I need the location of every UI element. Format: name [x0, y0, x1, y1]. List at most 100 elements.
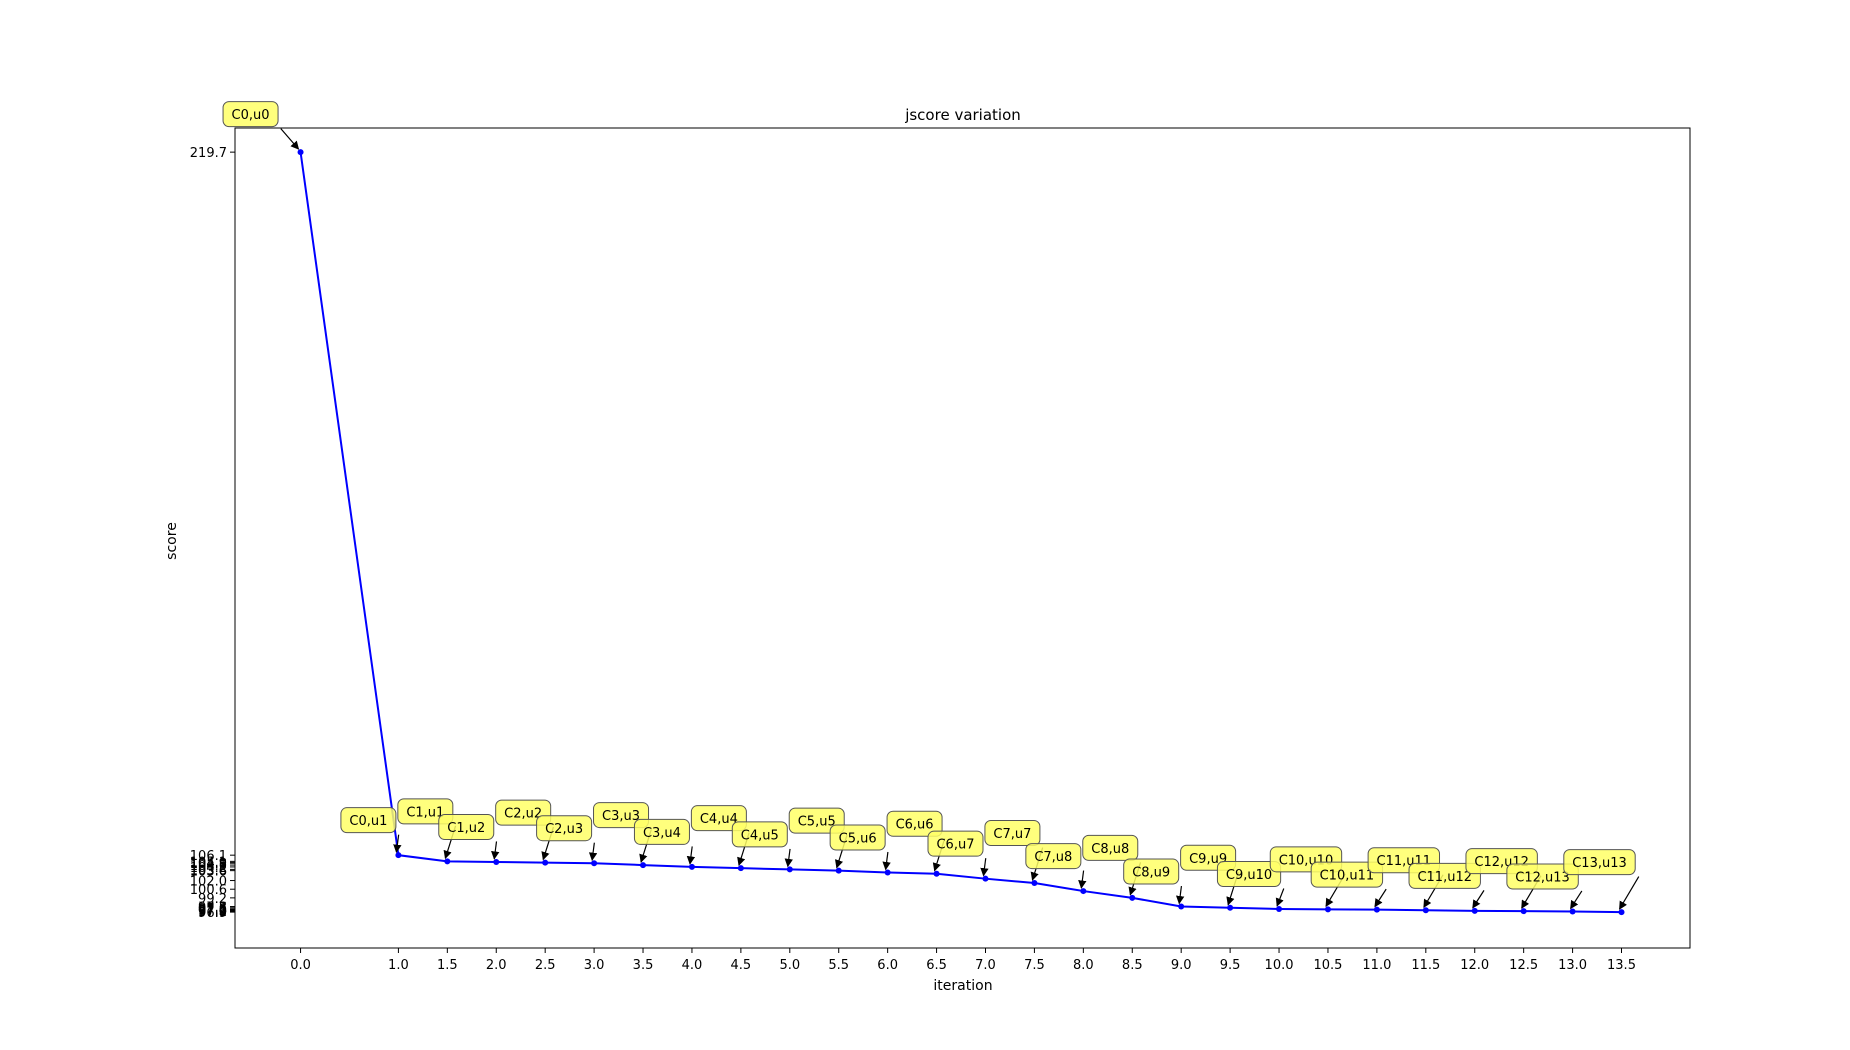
annotation-arrow [1472, 890, 1485, 909]
data-point [1618, 909, 1625, 916]
data-point [1471, 907, 1478, 914]
annotation-label: C7,u8 [1034, 850, 1072, 865]
data-point [1276, 906, 1283, 913]
annotation-box [593, 802, 650, 829]
annotation-box [690, 805, 747, 832]
annotation-label: C4,u4 [700, 812, 738, 827]
y-tick-label: 103.6 [190, 865, 227, 880]
y-axis-ticks: 219.7 106.1105.1104.9104.8104.5104.2103.8… [190, 146, 235, 921]
y-tick-label: 97.4 [198, 903, 227, 918]
data-point [1373, 906, 1380, 913]
x-tick-label: 7.5 [1024, 958, 1045, 973]
annotation-arrow [784, 848, 793, 868]
data-point [1178, 903, 1185, 910]
annotation-box [1123, 858, 1180, 885]
y-tick-label: 104.9 [190, 857, 227, 872]
x-tick-label: 1.0 [388, 958, 409, 973]
annotation-label: C9,u10 [1226, 868, 1272, 883]
y-tick-label: 100.6 [190, 883, 227, 898]
annotation-label: C10,u11 [1320, 869, 1375, 884]
annotation-label: C6,u7 [936, 838, 974, 853]
data-point [1422, 907, 1429, 914]
x-tick-label: 3.0 [584, 958, 605, 973]
y-tick-label: 103.8 [190, 863, 227, 878]
x-tick-label: 2.0 [486, 958, 507, 973]
y-tick-label: 104.8 [190, 857, 227, 872]
data-point [1080, 888, 1087, 895]
y-tick-label: 97.6 [198, 902, 227, 917]
annotation-label: C7,u7 [993, 827, 1031, 842]
annotation-box [340, 807, 397, 834]
data-point [1520, 908, 1527, 915]
annotation-box [222, 101, 279, 128]
annotation-label: C8,u9 [1132, 866, 1170, 881]
x-tick-label: 12.5 [1509, 958, 1538, 973]
y-tick-label: 97.0 [198, 905, 227, 920]
annotation-box [438, 813, 495, 840]
y-tick-label: 97.8 [198, 901, 227, 916]
annotation-label: C13,u13 [1572, 856, 1627, 871]
x-tick-label: 11.0 [1362, 958, 1391, 973]
annotation-label: C3,u4 [643, 826, 681, 841]
annotation-label: C4,u5 [741, 828, 779, 843]
x-tick-label: 5.0 [779, 958, 800, 973]
data-point [297, 149, 304, 156]
x-tick-label: 10.5 [1313, 958, 1342, 973]
annotation-arrow [280, 128, 300, 150]
annotation-box [927, 830, 984, 857]
x-tick-label: 6.5 [926, 958, 947, 973]
data-point [640, 862, 647, 869]
annotation-label: C2,u3 [545, 822, 583, 837]
y-tick-label: 105.1 [190, 855, 227, 870]
annotation-box [829, 824, 886, 851]
data-point [1129, 894, 1136, 901]
x-tick-label: 7.0 [975, 958, 996, 973]
plot-area [234, 127, 1691, 949]
x-tick-label: 4.5 [731, 958, 752, 973]
annotation-box [1082, 834, 1139, 861]
annotation-arrow [1275, 888, 1285, 907]
annotation-label: C8,u8 [1091, 842, 1129, 857]
data-point [982, 875, 989, 882]
series-line [299, 152, 1622, 914]
x-tick-label: 13.5 [1607, 958, 1636, 973]
annotation-label: C12,u13 [1515, 870, 1570, 885]
y-tick-label: 104.2 [190, 861, 227, 876]
annotation-label: C11,u12 [1417, 870, 1472, 885]
annotation-arrow [588, 842, 598, 862]
annotation-arrow [1374, 888, 1387, 908]
data-point [542, 859, 549, 866]
data-point [493, 858, 500, 865]
annotation-box [1216, 861, 1282, 888]
annotation-label: C5,u6 [839, 831, 877, 846]
annotation-box [1025, 843, 1082, 870]
x-tick-label: 3.5 [633, 958, 654, 973]
x-axis-ticks: 0.0 1.0 1.5 2.0 2.5 3.0 3.5 4.0 4.5 5.0 5.5 6.0 6.5 7… [290, 948, 1636, 973]
annotation-label: C1,u2 [447, 821, 485, 836]
data-point [591, 860, 598, 867]
annotation-box [536, 815, 593, 842]
annotation-box [633, 818, 690, 845]
x-tick-label: 8.5 [1122, 958, 1143, 973]
annotation-arrow [1570, 890, 1583, 910]
x-tick-label: 9.0 [1171, 958, 1192, 973]
annotation-box [788, 807, 845, 834]
y-axis-label: score [164, 522, 180, 560]
data-point [1227, 904, 1234, 911]
data-point [835, 867, 842, 874]
annotation-label: C6,u6 [896, 818, 934, 833]
x-tick-label: 13.0 [1558, 958, 1587, 973]
y-tick-label: 219.7 [190, 146, 227, 161]
chart-title: jscore variation [904, 106, 1021, 124]
data-point [1324, 906, 1331, 913]
y-tick-label: 104.5 [190, 859, 227, 874]
annotation-arrow [1175, 885, 1185, 905]
annotation-arrow [491, 841, 500, 860]
annotation-box [1563, 849, 1636, 876]
y-tick-label: 97.3 [198, 904, 227, 919]
annotation-arrow [882, 851, 891, 871]
y-tick-label: 99.2 [198, 892, 227, 907]
annotation-label: C0,u1 [349, 814, 387, 829]
series-layer [297, 149, 1625, 916]
